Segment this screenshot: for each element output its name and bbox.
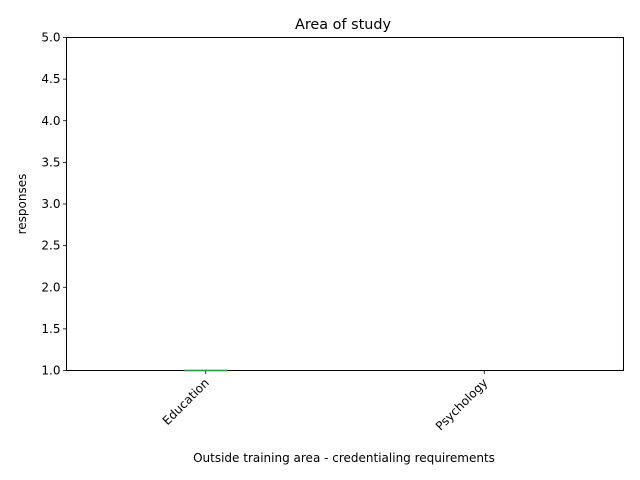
y-tick-label: 1.0 (41, 364, 60, 378)
y-tick-label: 5.0 (41, 31, 60, 45)
x-tick-label: Psychology (433, 376, 491, 434)
chart-title: Area of study (295, 17, 392, 33)
y-axis: 1.0 1.5 2.0 2.5 3.0 3.5 4.0 4.5 5.0 (41, 31, 67, 378)
x-axis: Education Psychology (160, 370, 491, 434)
box-series (184, 369, 228, 372)
y-tick-label: 3.0 (41, 197, 60, 211)
y-axis-label: responses (15, 174, 29, 235)
y-tick-label: 4.5 (41, 72, 60, 86)
y-tick-label: 2.5 (41, 239, 60, 253)
y-tick-label: 1.5 (41, 322, 60, 336)
y-tick-label: 4.0 (41, 114, 60, 128)
x-axis-label: Outside training area - credentialing re… (193, 451, 495, 465)
x-tick-label: Education (160, 376, 212, 428)
y-tick-label: 2.0 (41, 280, 60, 294)
y-tick-label: 3.5 (41, 155, 60, 169)
plot-frame (66, 37, 624, 371)
